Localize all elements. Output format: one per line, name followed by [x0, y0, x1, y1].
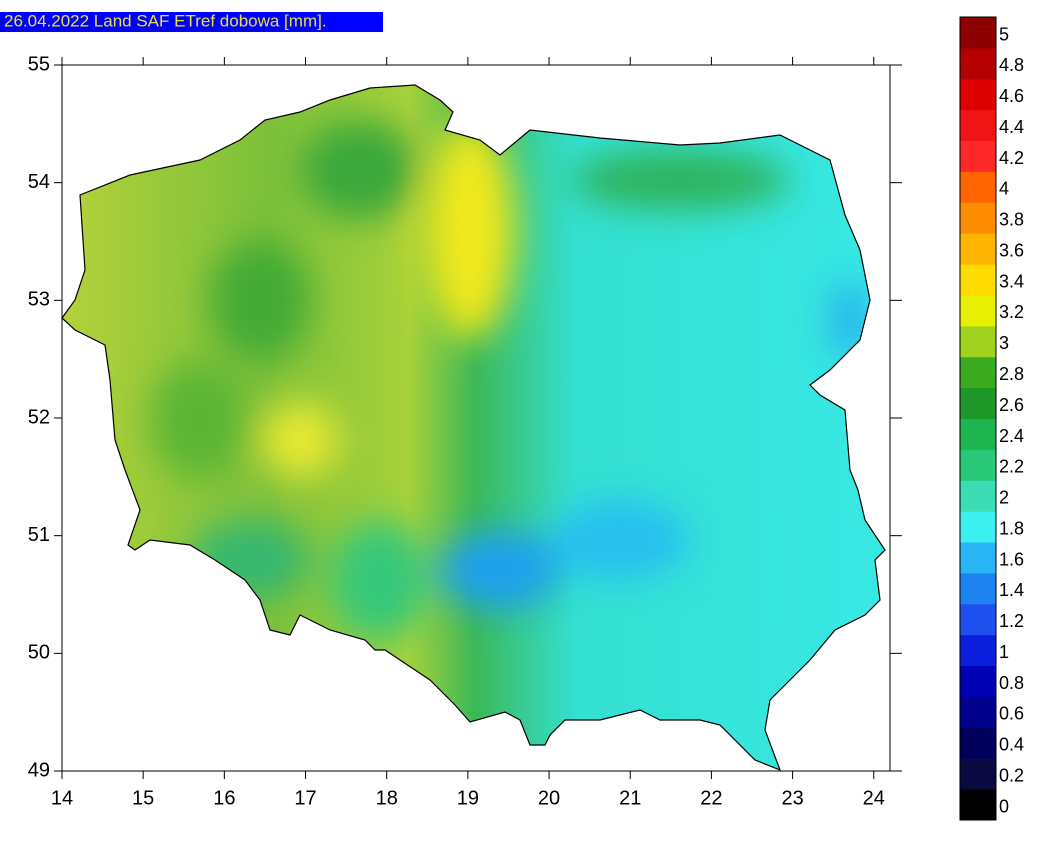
colorbar-label: 4.4	[999, 117, 1024, 137]
colorbar-label: 0.2	[999, 766, 1024, 786]
colorbar-band	[960, 542, 996, 574]
colorbar-label: 1.4	[999, 580, 1024, 600]
colorbar-band	[960, 418, 996, 450]
colorbar-band	[960, 325, 996, 358]
colorbar-band	[960, 171, 996, 203]
y-tick-label: 55	[28, 53, 50, 75]
colorbar-band	[960, 47, 996, 80]
colorbar-band	[960, 140, 996, 172]
colorbar-label: 2.6	[999, 395, 1024, 415]
colorbar-label: 4.8	[999, 55, 1024, 75]
colorbar-label: 1.8	[999, 518, 1024, 538]
colorbar-label: 3.6	[999, 240, 1024, 260]
colorbar-band	[960, 511, 996, 543]
y-tick-label: 52	[28, 406, 50, 428]
colorbar-label: 4.6	[999, 86, 1024, 106]
x-tick-label: 16	[213, 787, 235, 809]
colorbar-label: 4.2	[999, 148, 1024, 168]
colorbar-band	[960, 356, 996, 389]
colorbar-label: 3	[999, 333, 1009, 353]
colorbar-band	[960, 264, 996, 296]
colorbar-label: 0.4	[999, 735, 1024, 755]
colorbar-label: 2.4	[999, 426, 1024, 446]
title-background	[0, 12, 383, 32]
y-tick-label: 54	[28, 171, 50, 193]
colorbar-label: 2.8	[999, 364, 1024, 384]
x-tick-label: 15	[132, 787, 154, 809]
colorbar-label: 2.2	[999, 457, 1024, 477]
colorbar-label: 1	[999, 642, 1009, 662]
colorbar-label: 3.2	[999, 302, 1024, 322]
colorbar-band	[960, 634, 996, 667]
colorbar-label: 1.6	[999, 549, 1024, 569]
x-tick-label: 22	[700, 787, 722, 809]
colorbar-band	[960, 758, 996, 790]
y-tick-label: 53	[28, 289, 50, 311]
x-tick-label: 24	[863, 787, 885, 809]
colorbar-band	[960, 202, 996, 234]
map-title: 26.04.2022 Land SAF ETref dobowa [mm].	[4, 11, 327, 30]
colorbar-band	[960, 696, 996, 728]
x-tick-label: 14	[51, 787, 73, 809]
y-tick-label: 51	[28, 524, 50, 546]
colorbar-label: 0.8	[999, 673, 1024, 693]
colorbar-frame	[959, 16, 997, 821]
colorbar-label: 0	[999, 796, 1009, 816]
colorbar-band	[960, 78, 996, 111]
colorbar-band	[960, 727, 996, 759]
colorbar-band	[960, 294, 996, 327]
colorbar-band	[960, 233, 996, 265]
colorbar-label: 3.4	[999, 271, 1024, 291]
colorbar-band	[960, 387, 996, 419]
x-tick-label: 19	[457, 787, 479, 809]
colorbar-band	[960, 449, 996, 481]
x-tick-label: 21	[619, 787, 641, 809]
colorbar-label: 5	[999, 24, 1009, 44]
etref-field	[62, 85, 885, 770]
colorbar-band	[960, 665, 996, 697]
x-tick-label: 23	[781, 787, 803, 809]
colorbar-band	[960, 789, 996, 821]
colorbar-band	[960, 109, 996, 142]
y-tick-label: 50	[28, 642, 50, 664]
colorbar-label: 3.8	[999, 210, 1024, 230]
colorbar-label: 2	[999, 488, 1009, 508]
colorbar-label: 1.2	[999, 611, 1024, 631]
x-tick-label: 20	[538, 787, 560, 809]
x-tick-label: 18	[376, 787, 398, 809]
colorbar-label: 0.6	[999, 704, 1024, 724]
colorbar-band	[960, 572, 996, 605]
y-tick-label: 49	[28, 759, 50, 781]
colorbar-band	[960, 603, 996, 636]
colorbar-band	[960, 17, 996, 49]
colorbar-label: 4	[999, 179, 1009, 199]
x-tick-label: 17	[294, 787, 316, 809]
colorbar-band	[960, 480, 996, 512]
